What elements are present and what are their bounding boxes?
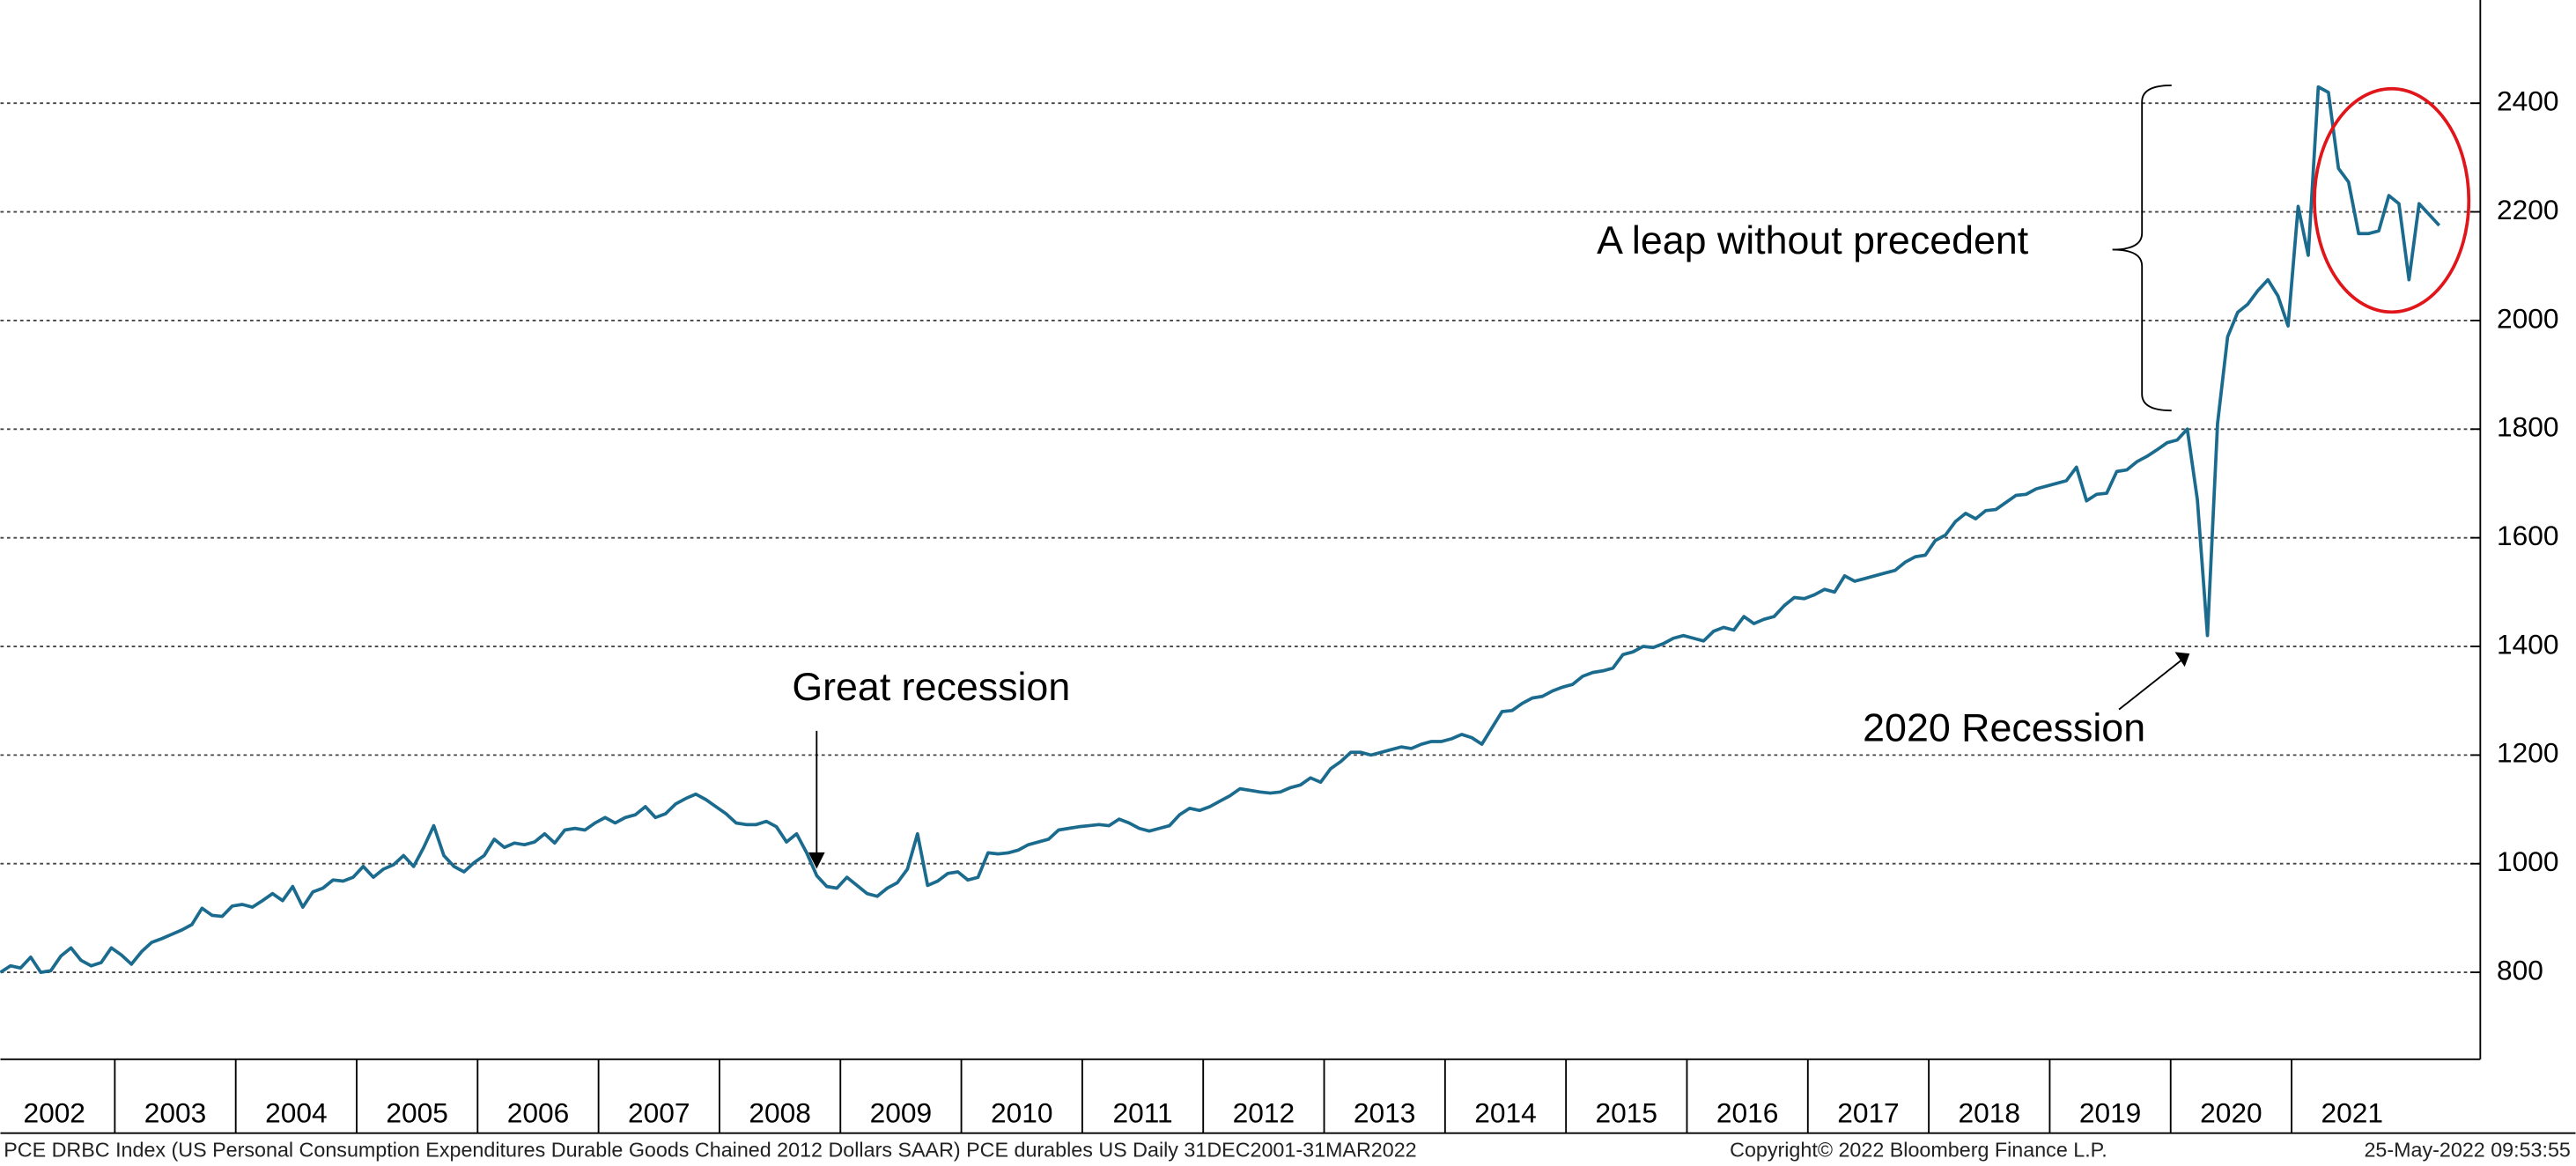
x-tick-label: 2002 xyxy=(23,1097,85,1129)
x-tick-label: 2012 xyxy=(1233,1097,1295,1129)
y-tick-label: 800 xyxy=(2497,954,2543,985)
x-tick-label: 2016 xyxy=(1716,1097,1779,1129)
x-tick-label: 2017 xyxy=(1837,1097,1900,1129)
arrow-head xyxy=(2174,652,2190,668)
x-tick-label: 2003 xyxy=(144,1097,207,1129)
x-tick-label: 2021 xyxy=(2321,1097,2383,1129)
data-line xyxy=(0,85,2441,974)
y-tick-label: 1400 xyxy=(2497,628,2559,660)
annotation: Great recession xyxy=(792,665,1070,709)
copyright: Copyright© 2022 Bloomberg Finance L.P. xyxy=(1730,1138,2107,1161)
x-tick-label: 2006 xyxy=(507,1097,569,1129)
x-tick-label: 2009 xyxy=(870,1097,933,1129)
x-tick-label: 2010 xyxy=(991,1097,1053,1129)
timestamp: 25-May-2022 09:53:55 xyxy=(2364,1138,2570,1161)
annotation: 2020 Recession xyxy=(1863,706,2145,750)
x-tick-label: 2011 xyxy=(1112,1097,1172,1129)
source-note: PCE DRBC Index (US Personal Consumption … xyxy=(4,1138,1416,1161)
y-tick-label: 1000 xyxy=(2497,845,2559,877)
x-tick-label: 2008 xyxy=(749,1097,811,1129)
y-tick-label: 1200 xyxy=(2497,737,2559,769)
x-tick-label: 2014 xyxy=(1474,1097,1537,1129)
arrow-head xyxy=(808,852,825,869)
annotation: A leap without precedent xyxy=(1597,218,2029,262)
annotation-arrow xyxy=(2118,659,2182,711)
y-tick-label: 2000 xyxy=(2497,302,2559,334)
x-tick-label: 2005 xyxy=(386,1097,448,1129)
y-tick-label: 1800 xyxy=(2497,411,2559,443)
brace xyxy=(2112,85,2172,412)
x-tick-label: 2013 xyxy=(1354,1097,1416,1129)
x-tick-label: 2020 xyxy=(2200,1097,2262,1129)
x-tick-label: 2007 xyxy=(628,1097,690,1129)
x-tick-label: 2019 xyxy=(2079,1097,2142,1129)
y-tick-label: 1600 xyxy=(2497,520,2559,551)
y-tick-label: 2400 xyxy=(2497,85,2559,117)
x-tick-label: 2018 xyxy=(1959,1097,2021,1129)
highlight-circle xyxy=(2313,86,2471,314)
x-tick-label: 2015 xyxy=(1596,1097,1658,1129)
x-tick-label: 2004 xyxy=(265,1097,328,1129)
y-tick-label: 2200 xyxy=(2497,194,2559,225)
